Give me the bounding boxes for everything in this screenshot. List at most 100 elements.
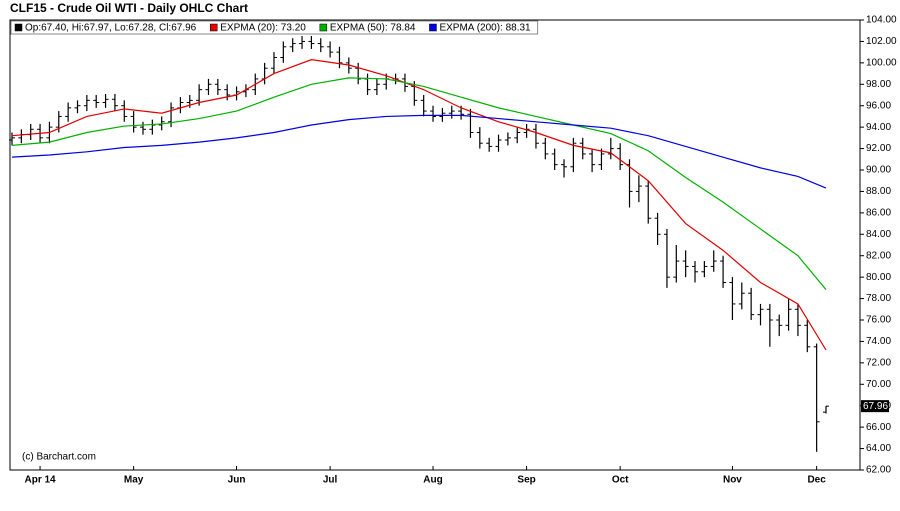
ohlc-bar (317, 38, 324, 53)
legend-swatch (429, 23, 437, 32)
ohlc-bar (532, 123, 539, 149)
y-tick-label: 96.00 (866, 100, 891, 111)
ohlc-bar (299, 36, 306, 49)
plot-frame (9, 19, 861, 471)
ohlc-bar (93, 95, 100, 108)
ohlc-bar (523, 123, 530, 138)
ohlc-bar (336, 46, 343, 69)
y-tick-label: 88.00 (866, 186, 891, 197)
x-tick-label: Aug (423, 475, 442, 486)
ohlc-bar (214, 78, 221, 95)
ohlc-bar (570, 137, 577, 173)
ohlc-bar (729, 277, 736, 320)
ohlc-bar (823, 405, 829, 414)
x-tick-label: May (124, 475, 144, 486)
legend-label: EXPMA (200): 88.31 (439, 23, 531, 34)
ohlc-bar (327, 41, 334, 58)
ohlc-bar (607, 137, 614, 160)
ohlc-bar (738, 282, 745, 310)
ohlc-bar (308, 36, 315, 49)
ohlc-bar (682, 250, 689, 278)
y-tick-label: 78.00 (866, 293, 891, 304)
x-tick-label: Apr 14 (25, 475, 57, 486)
legend-label: EXPMA (20): 73.20 (220, 23, 306, 34)
ohlc-bar (561, 159, 568, 178)
x-tick-label: Dec (807, 475, 826, 486)
y-tick-label: 102.00 (866, 36, 897, 47)
ohlc-bar (776, 314, 783, 337)
ohlc-bar (270, 52, 277, 74)
ohlc-bar (448, 105, 455, 119)
ema-line (11, 59, 827, 351)
ohlc-bar (205, 78, 212, 95)
ohlc-bar (102, 93, 109, 108)
ohlc-bar (663, 228, 670, 288)
y-tick-label: 94.00 (866, 122, 891, 133)
ohlc-bar (504, 132, 511, 146)
ohlc-bar (692, 261, 699, 283)
legend-label: EXPMA (50): 78.84 (330, 23, 416, 34)
x-tick-label: Oct (612, 475, 629, 486)
legend-label: Op:67.40, Hi:67.97, Lo:67.28, Cl:67.96 (25, 23, 197, 34)
ohlc-bar (617, 143, 624, 170)
ohlc-bar (280, 41, 287, 63)
ohlc-bar (74, 100, 81, 114)
ohlc-bar (486, 137, 493, 152)
ohlc-bar (766, 303, 773, 347)
y-tick-label: 66.00 (866, 422, 891, 433)
legend-swatch (14, 23, 23, 32)
ohlc-bar (748, 287, 755, 320)
ohlc-bar (710, 250, 717, 272)
ohlc-bar (373, 78, 380, 95)
ohlc-bar (635, 175, 642, 203)
ohlc-bar (83, 95, 90, 112)
watermark: (c) Barchart.com (22, 452, 96, 463)
price-flag (861, 400, 889, 413)
y-tick-label: 86.00 (866, 207, 891, 218)
ohlc-bar (139, 121, 146, 135)
ohlc-bar (9, 132, 15, 146)
ohlc-bar (430, 105, 437, 122)
chart-title: CLF15 - Crude Oil WTI - Daily OHLC Chart (10, 1, 248, 15)
y-tick-label: 98.00 (866, 79, 891, 90)
ohlc-bar (542, 137, 549, 160)
ohlc-bar (720, 255, 727, 288)
ohlc-bar (355, 62, 362, 85)
y-tick-label: 64.00 (866, 443, 891, 454)
y-tick-label: 74.00 (866, 336, 891, 347)
ohlc-bar (785, 298, 792, 331)
y-tick-label: 104.00 (866, 15, 897, 26)
legend: Op:67.40, Hi:67.97, Lo:67.28, Cl:67.96 EX… (10, 20, 539, 35)
y-tick-label: 80.00 (866, 272, 891, 283)
x-tick-label: Sep (517, 475, 535, 486)
ohlc-bar (804, 320, 811, 353)
ohlc-bar (654, 212, 661, 245)
ohlc-bar (65, 102, 72, 122)
ohlc-bar (476, 127, 483, 149)
y-tick-label: 76.00 (866, 315, 891, 326)
ohlc-bar (598, 148, 605, 170)
y-tick-label: 72.00 (866, 357, 891, 368)
ohlc-bar (467, 108, 474, 138)
y-tick-label: 84.00 (866, 229, 891, 240)
ohlc-bar (579, 137, 586, 160)
ohlc-bar (645, 180, 652, 224)
ohlc-bar (420, 95, 427, 117)
legend-swatch (209, 23, 218, 32)
y-tick-label: 90.00 (866, 165, 891, 176)
ohlc-bar (701, 261, 708, 278)
ohlc-bar (551, 148, 558, 170)
y-tick-label: 82.00 (866, 250, 891, 261)
ema-line (11, 114, 827, 189)
ohlc-bar (813, 343, 820, 452)
y-tick-label: 92.00 (866, 143, 891, 154)
ohlc-bar (589, 148, 596, 173)
y-tick-label: 100.00 (866, 57, 897, 68)
price-flag-label: 67.96 (863, 401, 888, 412)
ohlc-bar (121, 100, 128, 122)
legend-swatch (319, 23, 328, 32)
y-tick-label: 62.00 (866, 465, 891, 476)
ohlc-bar (111, 93, 118, 112)
